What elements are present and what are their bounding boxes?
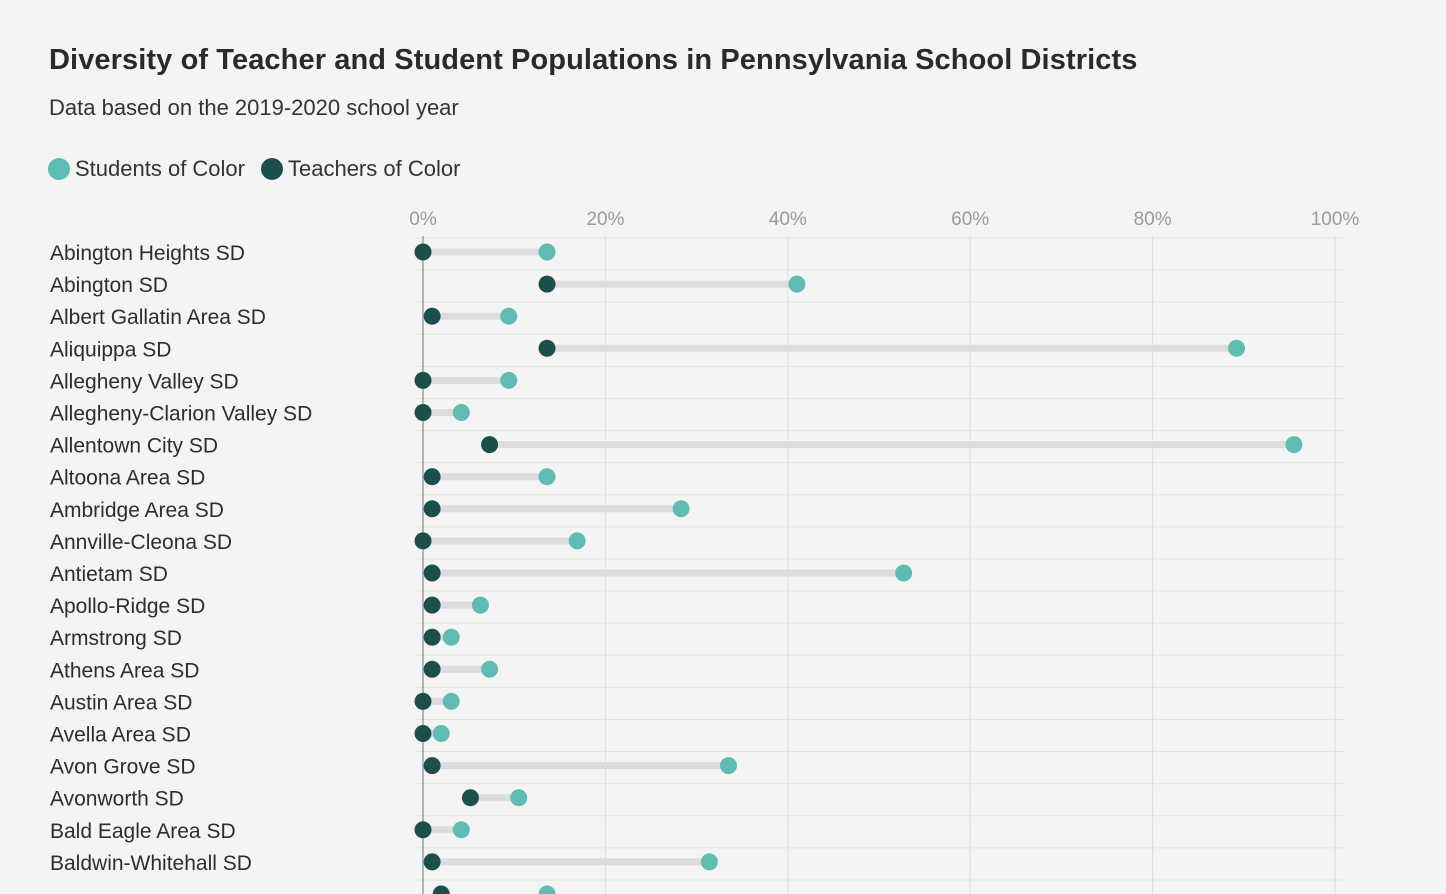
- district-label: Altoona Area SD: [50, 467, 205, 490]
- teachers-point: [414, 243, 432, 261]
- teachers-point: [423, 853, 441, 871]
- district-label: Allegheny-Clarion Valley SD: [50, 403, 312, 426]
- district-label: Avella Area SD: [50, 724, 191, 747]
- students-point: [500, 371, 518, 389]
- teachers-point: [461, 789, 479, 807]
- x-tick-label: 100%: [1311, 209, 1360, 230]
- teachers-point-partial: [432, 885, 450, 894]
- chart-title: Diversity of Teacher and Student Populat…: [49, 44, 1138, 76]
- x-tick-label: 60%: [951, 209, 989, 230]
- x-tick-label: 40%: [769, 209, 807, 230]
- teachers-point: [481, 436, 499, 454]
- students-point: [1285, 436, 1303, 454]
- students-point: [672, 500, 690, 518]
- legend: Students of Color Teachers of Color: [48, 156, 460, 182]
- teachers-point: [414, 725, 432, 742]
- legend-item-teachers: Teachers of Color: [260, 156, 461, 182]
- students-point: [538, 243, 556, 261]
- teachers-point: [423, 468, 441, 486]
- students-point: [538, 468, 556, 486]
- teachers-point: [423, 596, 441, 614]
- legend-label-students: Students of Color: [75, 156, 245, 181]
- students-point: [895, 564, 913, 582]
- district-label: Avonworth SD: [50, 788, 184, 811]
- students-point-partial: [538, 885, 556, 894]
- students-point: [481, 660, 499, 678]
- students-point: [788, 275, 806, 293]
- district-label: Albert Gallatin Area SD: [50, 306, 266, 329]
- district-label: Allentown City SD: [50, 435, 218, 458]
- teachers-point: [423, 500, 441, 518]
- district-label: Antietam SD: [50, 563, 168, 586]
- students-point: [700, 853, 718, 871]
- teachers-point: [414, 371, 432, 389]
- students-point: [1228, 339, 1246, 357]
- legend-label-teachers: Teachers of Color: [287, 156, 461, 181]
- x-tick-label: 0%: [409, 209, 437, 230]
- students-point: [452, 404, 470, 421]
- teachers-point: [414, 532, 432, 550]
- district-label: Athens Area SD: [50, 659, 199, 682]
- district-label: Armstrong SD: [50, 627, 182, 650]
- students-point: [442, 628, 460, 646]
- chart-subtitle: Data based on the 2019-2020 school year: [49, 95, 459, 120]
- teachers-point: [414, 404, 432, 421]
- students-point: [452, 821, 470, 839]
- district-label: Abington SD: [50, 274, 168, 297]
- students-point: [471, 596, 489, 614]
- district-label: Allegheny Valley SD: [50, 370, 239, 393]
- teachers-swatch-icon: [260, 158, 283, 180]
- district-label: Aliquippa SD: [50, 338, 171, 361]
- teachers-point: [538, 275, 556, 293]
- students-point: [442, 692, 460, 710]
- students-swatch-icon: [48, 158, 70, 180]
- teachers-point: [414, 821, 432, 839]
- students-point: [510, 789, 528, 807]
- students-point: [432, 725, 450, 742]
- legend-item-students: Students of Color: [48, 156, 245, 182]
- district-label: Avon Grove SD: [50, 756, 196, 779]
- teachers-point: [538, 339, 556, 357]
- teachers-point: [423, 628, 441, 646]
- x-tick-label: 20%: [586, 209, 624, 230]
- students-point: [568, 532, 586, 550]
- district-label: Apollo-Ridge SD: [50, 595, 205, 618]
- district-label: Baldwin-Whitehall SD: [50, 852, 252, 875]
- students-point: [720, 757, 738, 775]
- district-label: Austin Area SD: [50, 691, 192, 714]
- teachers-point: [414, 692, 432, 710]
- teachers-point: [423, 660, 441, 678]
- teachers-point: [423, 564, 441, 582]
- teachers-point: [423, 307, 441, 325]
- district-label: Annville-Cleona SD: [50, 531, 232, 554]
- district-label: Ambridge Area SD: [50, 499, 224, 522]
- teachers-point: [423, 757, 441, 775]
- students-point: [500, 307, 518, 325]
- district-label: Bald Eagle Area SD: [50, 820, 236, 843]
- district-label: Abington Heights SD: [50, 242, 245, 265]
- x-tick-label: 80%: [1134, 209, 1172, 230]
